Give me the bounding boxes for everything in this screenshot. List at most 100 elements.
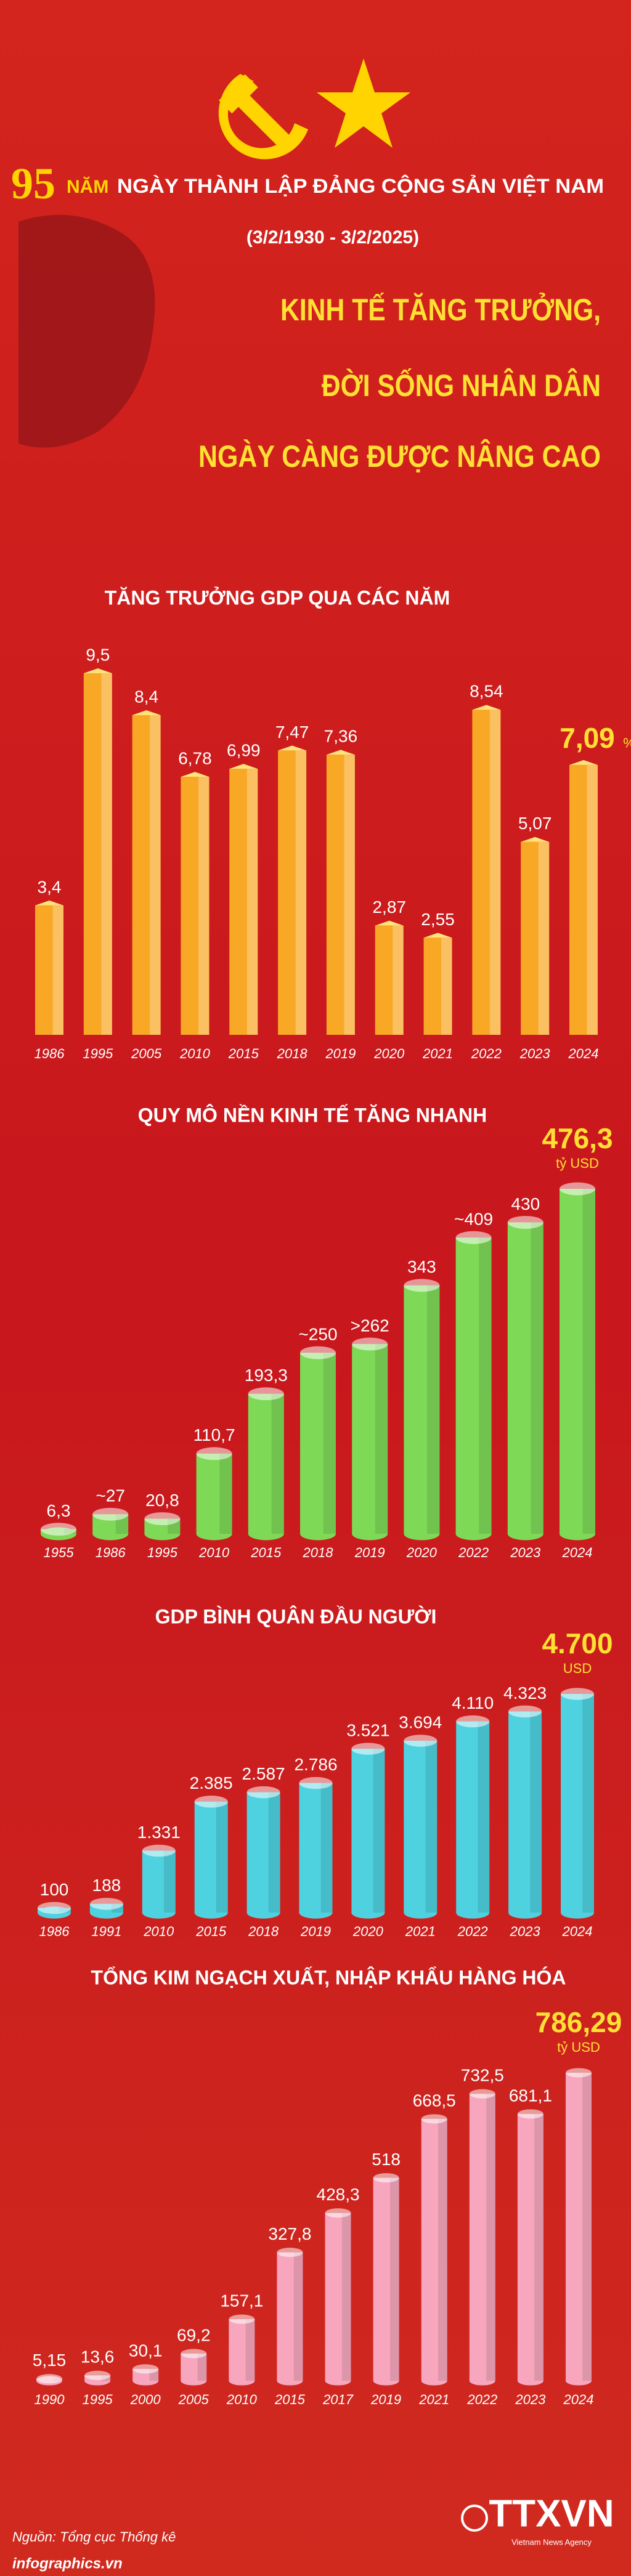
unit-label: tỷ USD [557,2039,600,2055]
bar-top [38,1902,71,1914]
bar [421,2114,447,2386]
bar-top [469,2089,495,2099]
source: Nguồn: Tổng cục Thống kê [12,2529,176,2545]
value-label: 7,47 [275,723,309,742]
bar-side [52,905,63,1035]
bar-top [89,1898,123,1910]
bar-face [35,905,63,1035]
bar [89,1898,123,1919]
x-tick-label: 2023 [515,2392,546,2407]
bar-shade [582,1694,594,1913]
value-label: 2.385 [190,1773,233,1792]
bar [229,2314,255,2386]
bar-top [561,1688,594,1700]
bar-top [41,1523,76,1536]
value-label: 2,55 [421,910,455,929]
bar [181,772,210,1035]
x-tick-label: 2020 [373,1046,405,1061]
x-tick-label: 2024 [568,1046,599,1061]
value-label: 157,1 [220,2291,263,2310]
bar-shade [479,1237,492,1534]
x-tick-label: 2015 [274,2392,306,2407]
bar [246,1786,280,1919]
value-label: 327,8 [268,2224,311,2243]
bar [277,2247,303,2386]
bar-top [194,1796,228,1808]
value-label: ~250 [298,1324,337,1343]
bar-shade [534,2113,543,2381]
bar-face [326,755,355,1035]
bar-side [393,925,404,1035]
value-label: 110,7 [193,1425,235,1444]
x-tick-label: 2015 [250,1545,282,1560]
bar [194,1796,228,1919]
x-tick-label: 2005 [178,2392,210,2407]
bar-body [507,1222,543,1534]
bar-body [246,1792,280,1913]
bar-body [508,1711,542,1913]
bar-face [132,715,161,1035]
bar-top [456,1715,490,1728]
bar-top [326,750,355,755]
bar [300,1346,336,1541]
bar [278,745,307,1035]
agency: Vietnam News Agency [511,2537,592,2546]
bar-shade [271,1393,284,1534]
bar [144,1512,181,1541]
value-label: 3.694 [399,1712,442,1732]
bar-shade [427,1285,440,1534]
value-label: 188 [92,1876,121,1895]
bar-side [587,764,598,1035]
value-label: 476,3 [542,1122,613,1154]
x-tick-label: 2020 [406,1545,438,1560]
value-label: 2,87 [372,897,406,917]
bar-top [521,836,550,842]
bar [132,2364,159,2386]
x-tick-label: 2010 [143,1924,174,1939]
bar-top [196,1447,232,1460]
x-tick-label: 1986 [35,1046,65,1061]
bar-shade [375,1343,388,1534]
value-label: 6,78 [178,748,212,768]
unit-label: % [623,735,631,751]
photo-collage [18,214,155,448]
value-label: 4.700 [542,1627,613,1659]
bar-side [101,673,112,1035]
bar-top [181,772,210,777]
bar-top [300,1346,336,1359]
x-tick-label: 2021 [405,1924,436,1939]
bar [92,1507,129,1541]
value-label: 7,09 [560,722,615,754]
bar [569,759,598,1035]
bar-side [441,938,452,1035]
value-label: 8,4 [134,687,158,706]
bar-top [278,745,307,751]
bar [352,1337,388,1541]
bar-body [469,2094,495,2381]
x-tick-label: 2019 [370,2392,401,2407]
value-label: 430 [511,1194,540,1213]
value-label: 2.786 [294,1755,337,1774]
bar [521,836,550,1035]
x-tick-label: 2019 [354,1545,385,1560]
anniversary-number: 95 [11,159,55,208]
bar [325,2208,351,2386]
bar [35,900,63,1035]
value-label: 4.323 [503,1683,547,1703]
bar-shade [197,2353,207,2381]
x-tick-label: 2010 [226,2392,258,2407]
year-word: NĂM [67,176,108,197]
value-label: 20,8 [145,1491,179,1510]
bar-body [566,2073,592,2381]
bar-face [569,764,598,1035]
value-label: 5,15 [33,2351,67,2370]
bar-top [84,2370,111,2380]
bar [41,1523,76,1541]
bar [517,2109,543,2386]
bar-top [277,2247,303,2258]
bar-shade [216,1801,228,1913]
value-label: 6,99 [227,740,261,759]
value-label: 6,3 [47,1501,71,1520]
